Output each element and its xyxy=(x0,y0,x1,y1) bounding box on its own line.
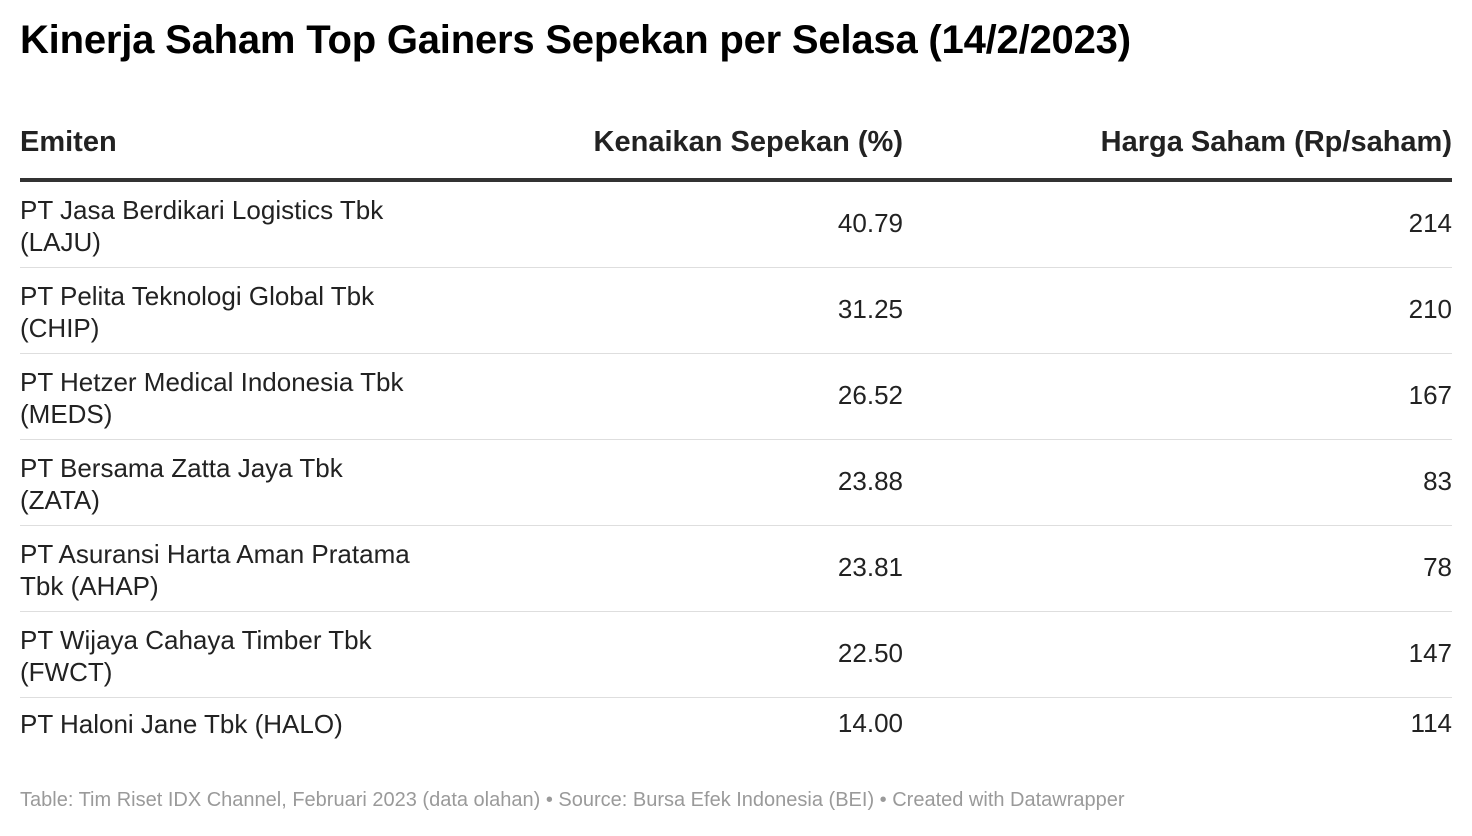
column-header-harga[interactable]: Harga Saham (Rp/saham) xyxy=(1100,126,1452,158)
cell-kenaikan: 14.00 xyxy=(837,708,903,738)
table-row: PT Pelita Teknologi Global Tbk (CHIP) 31.… xyxy=(20,268,1452,354)
cell-kenaikan: 23.88 xyxy=(837,466,903,496)
table-body: PT Jasa Berdikari Logistics Tbk (LAJU) 40… xyxy=(20,182,1452,754)
column-header-emiten[interactable]: Emiten xyxy=(20,126,117,158)
column-header-kenaikan[interactable]: Kenaikan Sepekan (%) xyxy=(593,126,903,158)
cell-harga: 147 xyxy=(1408,638,1452,668)
cell-harga: 78 xyxy=(1423,552,1452,582)
cell-emiten: PT Wijaya Cahaya Timber Tbk (FWCT) xyxy=(20,625,372,687)
data-table: Emiten Kenaikan Sepekan (%) Harga Saham … xyxy=(20,112,1452,754)
table-row: PT Haloni Jane Tbk (HALO) 14.00 114 xyxy=(20,698,1452,754)
cell-harga: 214 xyxy=(1408,208,1452,238)
cell-kenaikan: 40.79 xyxy=(837,208,903,238)
cell-harga: 83 xyxy=(1423,466,1452,496)
table-row: PT Wijaya Cahaya Timber Tbk (FWCT) 22.50 1… xyxy=(20,612,1452,698)
cell-harga: 114 xyxy=(1410,708,1452,738)
cell-kenaikan: 31.25 xyxy=(837,294,903,324)
table-row: PT Jasa Berdikari Logistics Tbk (LAJU) 40… xyxy=(20,182,1452,268)
cell-kenaikan: 23.81 xyxy=(837,552,903,582)
cell-harga: 167 xyxy=(1408,380,1452,410)
cell-harga: 210 xyxy=(1408,294,1452,324)
cell-emiten: PT Jasa Berdikari Logistics Tbk (LAJU) xyxy=(20,195,384,257)
table-row: PT Asuransi Harta Aman Pratama Tbk (AHAP… xyxy=(20,526,1452,612)
table-row: PT Hetzer Medical Indonesia Tbk (MEDS) 26… xyxy=(20,354,1452,440)
cell-emiten: PT Pelita Teknologi Global Tbk (CHIP) xyxy=(20,281,375,343)
cell-emiten: PT Haloni Jane Tbk (HALO) xyxy=(20,709,343,739)
cell-emiten: PT Asuransi Harta Aman Pratama Tbk (AHAP… xyxy=(20,539,410,601)
table-row: PT Bersama Zatta Jaya Tbk (ZATA) 23.88 83 xyxy=(20,440,1452,526)
cell-emiten: PT Bersama Zatta Jaya Tbk (ZATA) xyxy=(20,453,343,515)
cell-kenaikan: 26.52 xyxy=(837,380,903,410)
cell-emiten: PT Hetzer Medical Indonesia Tbk (MEDS) xyxy=(20,367,404,429)
cell-kenaikan: 22.50 xyxy=(837,638,903,668)
chart-title: Kinerja Saham Top Gainers Sepekan per Se… xyxy=(20,18,1131,62)
table-header: Emiten Kenaikan Sepekan (%) Harga Saham … xyxy=(20,112,1452,182)
source-footer: Table: Tim Riset IDX Channel, Februari 2… xyxy=(20,789,1125,811)
